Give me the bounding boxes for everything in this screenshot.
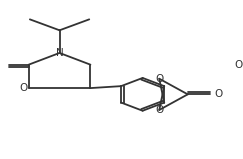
Text: O: O xyxy=(155,105,163,115)
Text: O: O xyxy=(155,74,163,84)
Text: O: O xyxy=(19,83,27,93)
Text: N: N xyxy=(56,48,63,58)
Text: O: O xyxy=(215,89,223,99)
Text: O: O xyxy=(234,60,242,70)
